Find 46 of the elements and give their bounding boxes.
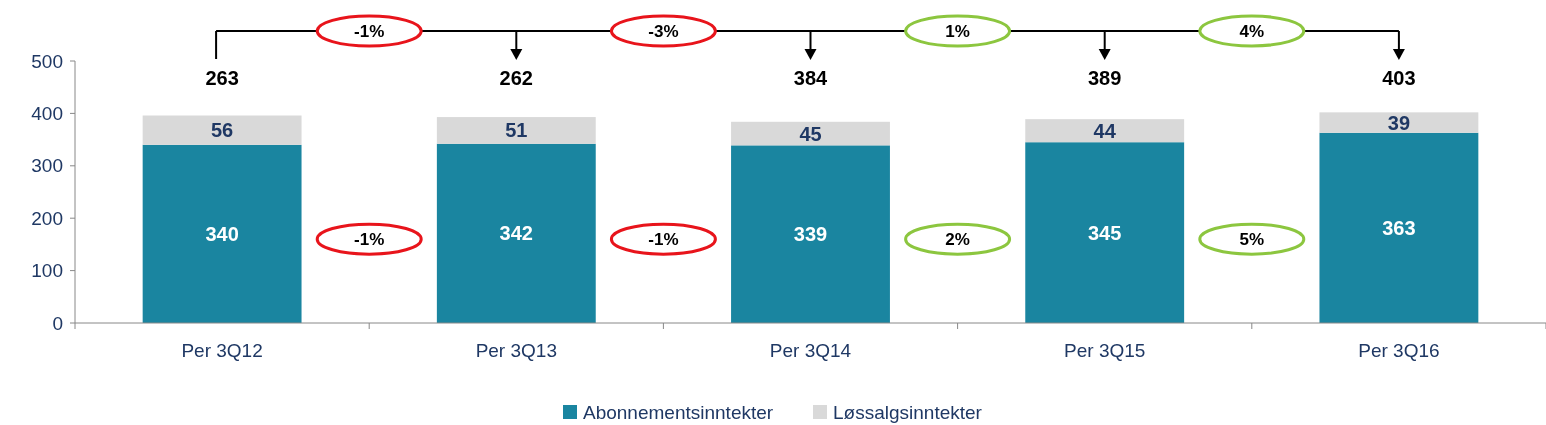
x-tick-label: Per 3Q15: [1064, 340, 1146, 361]
annotation: 263: [205, 67, 239, 89]
text: 4%: [1239, 21, 1265, 41]
bar: [436, 117, 596, 144]
annotation: 5%: [1239, 230, 1265, 250]
data-label: 340: [205, 222, 239, 245]
bar: [1025, 142, 1185, 323]
bar: [731, 145, 890, 323]
data-label: 56: [210, 119, 234, 142]
data-label: 39: [1387, 111, 1411, 134]
x-tick-label: Per 3Q12: [181, 340, 263, 361]
data-label: 44: [1093, 119, 1117, 142]
x-tick-label: Per 3Q14: [769, 340, 852, 361]
annotation: 2%: [945, 230, 970, 250]
data-label: 342: [499, 222, 533, 245]
y-tick-label: 500: [31, 50, 63, 72]
annotation: -1%: [648, 230, 679, 250]
text: -1%: [354, 21, 385, 41]
annotation: 384: [793, 67, 829, 89]
text: 1%: [945, 21, 970, 41]
data-label: 51: [505, 119, 528, 142]
bar: [1319, 112, 1479, 133]
y-tick-label: 200: [31, 207, 63, 229]
x-tick-label: Per 3Q16: [1358, 340, 1440, 361]
bar: [142, 115, 302, 145]
data-label: 45: [799, 122, 822, 145]
legend-label: Abonnementsinntekter: [583, 401, 774, 423]
annotation: 389: [1088, 67, 1122, 89]
y-tick-label: 300: [31, 155, 63, 177]
data-label: 339: [793, 223, 828, 246]
data-label: 363: [1382, 216, 1416, 239]
bar: [142, 144, 302, 323]
legend-label: Løssalgsinntekter: [833, 401, 983, 423]
y-tick-label: 400: [31, 103, 63, 125]
bar: [1319, 132, 1479, 323]
data-label: 345: [1088, 221, 1122, 244]
y-tick-label: 100: [31, 260, 63, 282]
annotation: 262: [499, 67, 533, 89]
bar: [1025, 119, 1185, 143]
bar: [436, 143, 596, 323]
y-tick-label: 0: [52, 312, 63, 334]
text: -3%: [648, 21, 679, 41]
annotation: -1%: [354, 230, 385, 250]
bar: [731, 121, 890, 146]
annotation: 403: [1382, 67, 1416, 89]
x-tick-label: Per 3Q13: [475, 340, 557, 361]
